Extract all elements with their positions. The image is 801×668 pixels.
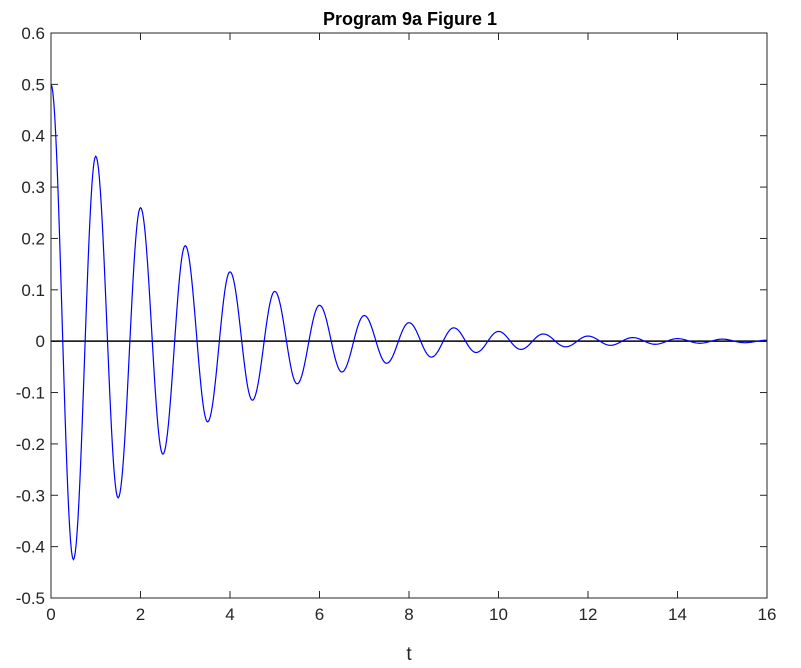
x-tick-label: 4 bbox=[225, 605, 234, 624]
x-tick-label: 2 bbox=[136, 605, 145, 624]
x-tick-label: 10 bbox=[489, 605, 508, 624]
axes-frame bbox=[50, 32, 768, 599]
y-tick-label: 0.6 bbox=[21, 24, 45, 43]
y-tick-label: -0.2 bbox=[16, 435, 45, 454]
x-tick-label: 6 bbox=[315, 605, 324, 624]
y-tick-label: -0.1 bbox=[16, 384, 45, 403]
y-tick-label: 0 bbox=[36, 332, 45, 351]
chart-title: Program 9a Figure 1 bbox=[323, 9, 497, 29]
x-tick-label: 12 bbox=[579, 605, 598, 624]
x-tick-label: 8 bbox=[404, 605, 413, 624]
series-line bbox=[50, 84, 768, 561]
y-tick-label: 0.2 bbox=[21, 229, 45, 248]
x-axis-label: t bbox=[406, 644, 412, 665]
plot-area bbox=[51, 33, 767, 598]
x-tick-label: 14 bbox=[668, 605, 687, 624]
y-tick-label: 0.4 bbox=[21, 127, 45, 146]
x-tick-label: 0 bbox=[46, 605, 55, 624]
y-tick-label: -0.3 bbox=[16, 486, 45, 505]
y-tick-label: -0.5 bbox=[16, 589, 45, 608]
y-tick-label: 0.5 bbox=[21, 75, 45, 94]
x-tick-label: 16 bbox=[758, 605, 777, 624]
ticks-layer: 0 2 4 6 8 10 12 14 16 0.6 0.5 0.4 0.3 0.2 0.1 0 -0.1 -0.2… bbox=[16, 24, 777, 624]
y-tick-label: -0.4 bbox=[16, 538, 45, 557]
y-tick-label: 0.3 bbox=[21, 178, 45, 197]
y-tick-label: 0.1 bbox=[21, 281, 45, 300]
